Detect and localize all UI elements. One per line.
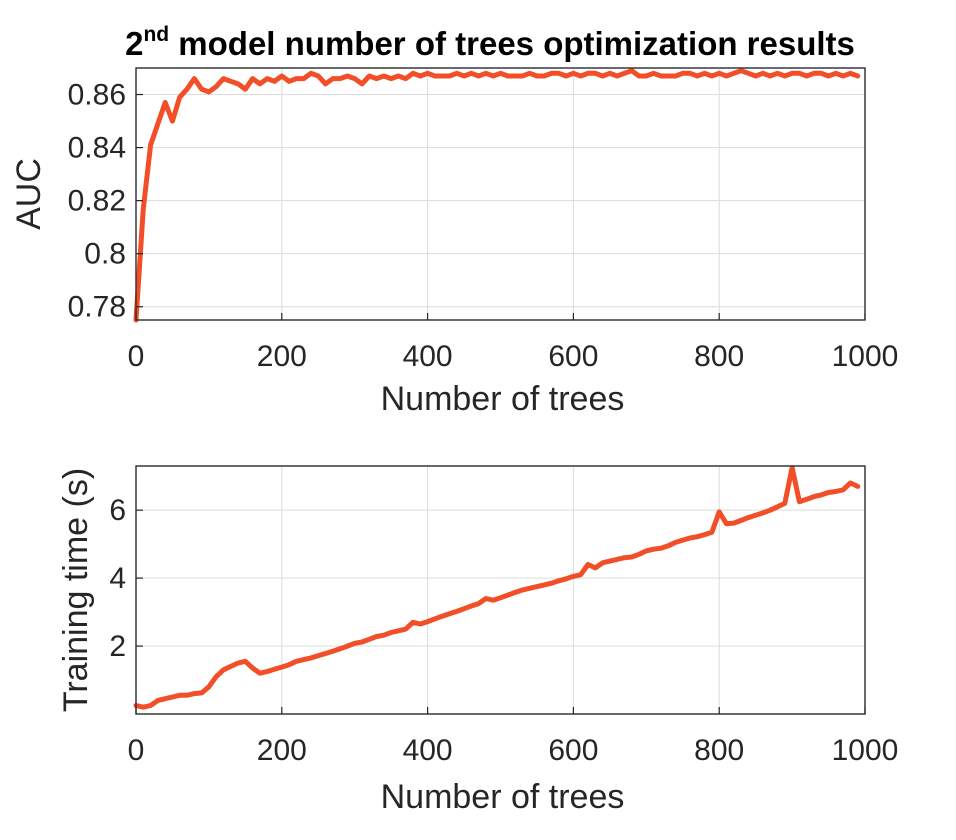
figure-title: 2nd model number of trees optimization r… (125, 23, 855, 62)
title-superscript: nd (143, 23, 169, 46)
chart-1: 0 200 400 600 800 1000 0.78 0.8 0.82 0.84 0.86 Numb… (10, 67, 899, 418)
y-tick-label: 0.86 (68, 79, 126, 112)
x-tick-label: 400 (403, 340, 453, 373)
x-axis-label: Number of trees (381, 380, 625, 418)
y-tick-label: 0.82 (68, 185, 126, 218)
y-tick-label: 2 (109, 630, 126, 663)
plots: 0 200 400 600 800 1000 0.78 0.8 0.82 0.84 0.86 Numb… (10, 67, 899, 816)
title-rest: model number of trees optimization resul… (169, 25, 855, 62)
axes-border (135, 67, 866, 321)
y-tick-label: 6 (109, 494, 126, 527)
chart-2: 0 200 400 600 800 1000 2 4 6 Number of trees Train… (57, 465, 899, 816)
x-tick-label: 0 (128, 340, 145, 373)
y-tick-label: 0.84 (68, 132, 126, 165)
x-tick-label: 400 (403, 734, 453, 767)
x-tick-label: 1000 (832, 734, 899, 767)
x-tick-label: 800 (694, 734, 744, 767)
y-tick-label: 4 (109, 562, 126, 595)
x-tick-label: 800 (694, 340, 744, 373)
x-tick-label: 1000 (832, 340, 899, 373)
y-axis-label: Training time (s) (57, 468, 95, 712)
series-line-1 (133, 465, 861, 710)
x-tick-label: 600 (548, 734, 598, 767)
x-tick-label: 200 (257, 734, 307, 767)
y-tick-label: 0.8 (84, 238, 126, 271)
y-axis-label: AUC (10, 158, 48, 230)
axes-background (135, 67, 866, 321)
series-line-1 (133, 68, 861, 323)
y-tick-label: 0.78 (68, 291, 126, 324)
x-tick-label: 0 (128, 734, 145, 767)
x-axis-label: Number of trees (381, 778, 625, 816)
x-tick-label: 200 (257, 340, 307, 373)
axes-border (135, 465, 866, 715)
x-tick-label: 600 (548, 340, 598, 373)
axes-background (135, 465, 866, 715)
title-main: 2 (125, 25, 143, 62)
